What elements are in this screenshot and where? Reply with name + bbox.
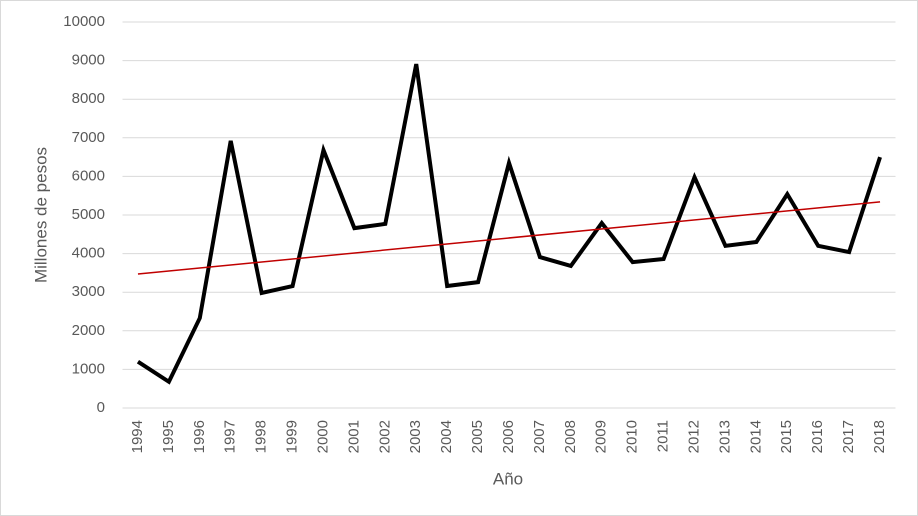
x-tick-label: 2003: [407, 420, 424, 453]
x-tick-label: 1996: [191, 420, 208, 453]
x-tick-label: 1997: [222, 420, 239, 453]
x-tick-label: 2014: [747, 420, 764, 453]
y-tick-label: 5000: [72, 206, 105, 223]
y-tick-label: 8000: [72, 90, 105, 107]
x-tick-label: 2000: [314, 420, 331, 453]
y-tick-label: 10000: [63, 13, 105, 30]
x-tick-label: 2007: [531, 420, 548, 453]
x-tick-label: 2008: [562, 420, 579, 453]
x-tick-label: 2013: [716, 420, 733, 453]
x-tick-label: 2005: [469, 420, 486, 453]
y-axis-title: Millones de pesos: [31, 147, 50, 283]
x-tick-label: 1998: [253, 420, 270, 453]
y-tick-label: 4000: [72, 245, 105, 262]
x-tick-label: 2002: [376, 420, 393, 453]
y-tick-label: 7000: [72, 129, 105, 146]
x-tick-label: 1999: [284, 420, 301, 453]
x-tick-label: 2016: [809, 420, 826, 453]
x-tick-label: 2018: [871, 420, 888, 453]
x-tick-label: 1994: [129, 420, 146, 453]
x-tick-label: 2009: [593, 420, 610, 453]
trend-line: [137, 201, 881, 275]
y-tick-label: 9000: [72, 52, 105, 69]
y-tick-label: 6000: [72, 167, 105, 184]
x-tick-label: 2010: [624, 420, 641, 453]
y-tick-label: 2000: [72, 322, 105, 339]
x-tick-label: 2015: [778, 420, 795, 453]
x-tick-label: 2004: [438, 420, 455, 453]
x-tick-label: 2017: [840, 420, 857, 453]
y-tick-label: 3000: [72, 283, 105, 300]
x-tick-label: 1995: [160, 420, 177, 453]
data-line: [136, 63, 882, 385]
x-tick-label: 2011: [655, 420, 672, 452]
x-tick-label: 2001: [345, 420, 362, 453]
y-tick-label: 1000: [72, 360, 105, 377]
x-axis-title: Año: [493, 469, 523, 488]
x-tick-label: 2012: [685, 420, 702, 453]
x-tick-label: 2006: [500, 420, 517, 453]
y-tick-label: 0: [97, 399, 105, 416]
